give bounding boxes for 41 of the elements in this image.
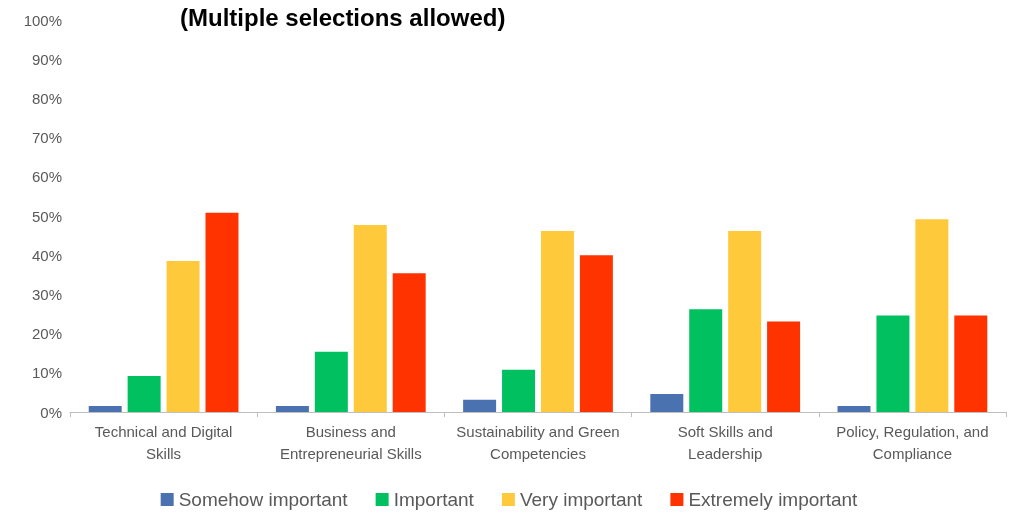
bar bbox=[205, 212, 239, 412]
bar bbox=[767, 321, 801, 412]
bar bbox=[166, 261, 200, 412]
x-tick-label: Sustainability and Green Competencies bbox=[456, 422, 620, 462]
bar bbox=[88, 406, 122, 412]
y-tick-label: 70% bbox=[31, 129, 62, 147]
bar bbox=[275, 406, 309, 412]
bar bbox=[353, 225, 387, 412]
x-tick-label: Business and Entrepreneurial Skills bbox=[279, 422, 422, 462]
x-tick-label: Soft Skills and Leadership bbox=[677, 422, 773, 462]
bar bbox=[579, 255, 613, 412]
bar bbox=[540, 230, 574, 412]
bar bbox=[314, 351, 348, 412]
bar bbox=[127, 375, 161, 412]
bar bbox=[954, 315, 988, 412]
bar bbox=[915, 219, 949, 412]
y-tick-label: 100% bbox=[23, 11, 62, 29]
y-tick-label: 40% bbox=[31, 246, 62, 264]
bar bbox=[689, 309, 723, 412]
bar bbox=[728, 230, 762, 412]
y-tick-label: 10% bbox=[31, 364, 62, 382]
y-tick-label: 50% bbox=[31, 207, 62, 225]
bar bbox=[837, 406, 871, 412]
bar bbox=[650, 393, 684, 412]
bar bbox=[463, 399, 497, 412]
bar bbox=[392, 273, 426, 412]
x-tick-label: Policy, Regulation, and Compliance bbox=[836, 422, 989, 462]
y-tick-label: 30% bbox=[31, 285, 62, 303]
legend-label: Somehow important bbox=[178, 489, 349, 510]
y-tick-label: 80% bbox=[31, 89, 62, 107]
bar bbox=[502, 369, 536, 412]
chart-title: (Multiple selections allowed) bbox=[180, 3, 506, 31]
y-tick-label: 20% bbox=[31, 325, 62, 343]
y-tick-label: 0% bbox=[40, 403, 62, 421]
y-tick-label: 90% bbox=[31, 50, 62, 68]
legend-label: Very important bbox=[519, 489, 644, 510]
x-tick-label: Technical and Digital Skills bbox=[94, 422, 233, 462]
bar bbox=[876, 315, 910, 412]
y-tick-label: 60% bbox=[31, 168, 62, 186]
legend-label: Important bbox=[393, 489, 475, 510]
legend-label: Extremely important bbox=[688, 489, 859, 510]
